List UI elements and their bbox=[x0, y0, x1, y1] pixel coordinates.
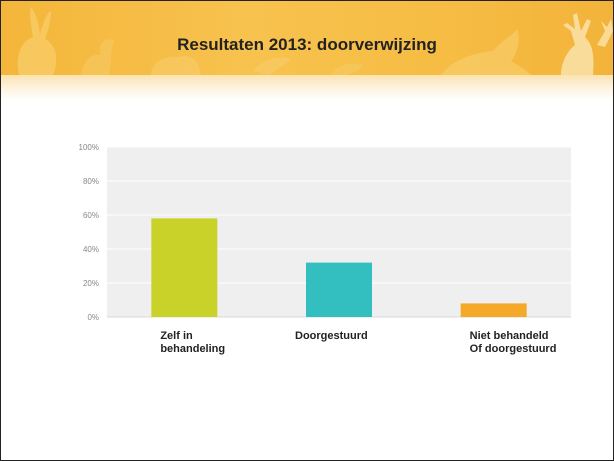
x-category-label-line: Zelf in bbox=[160, 330, 193, 342]
y-tick-label: 60% bbox=[83, 211, 99, 220]
banner-fade bbox=[1, 75, 613, 101]
x-category-label: Doorgestuurd bbox=[281, 330, 411, 343]
y-tick-label: 40% bbox=[83, 245, 99, 254]
header-banner: Resultaten 2013: doorverwijzing bbox=[1, 1, 613, 75]
y-tick-label: 20% bbox=[83, 279, 99, 288]
bar bbox=[306, 262, 372, 317]
y-tick-label: 80% bbox=[83, 177, 99, 186]
bar bbox=[151, 218, 218, 317]
x-category-label-line: Of doorgestuurd bbox=[469, 343, 557, 355]
x-category-label: Niet behandeld Of doorgestuurd bbox=[436, 330, 586, 356]
y-tick-label: 0% bbox=[87, 313, 99, 322]
slide-title: Resultaten 2013: doorverwijzing bbox=[177, 35, 437, 54]
x-category-label-line: behandeling bbox=[160, 343, 226, 355]
x-category-label-line: Doorgestuurd bbox=[295, 330, 368, 342]
x-category-label: Zelf in behandeling bbox=[126, 330, 276, 356]
bar bbox=[460, 303, 527, 317]
animal-silhouettes-decoration bbox=[17, 7, 613, 75]
chart: 0% 20% 40% 60% 80% 100% Zelf in behandeling Doo… bbox=[61, 141, 571, 391]
y-tick-label: 100% bbox=[79, 143, 99, 152]
bar-chart-canvas: 0% 20% 40% 60% 80% 100% bbox=[79, 143, 571, 322]
x-category-label-line: Niet behandeld bbox=[469, 330, 549, 342]
